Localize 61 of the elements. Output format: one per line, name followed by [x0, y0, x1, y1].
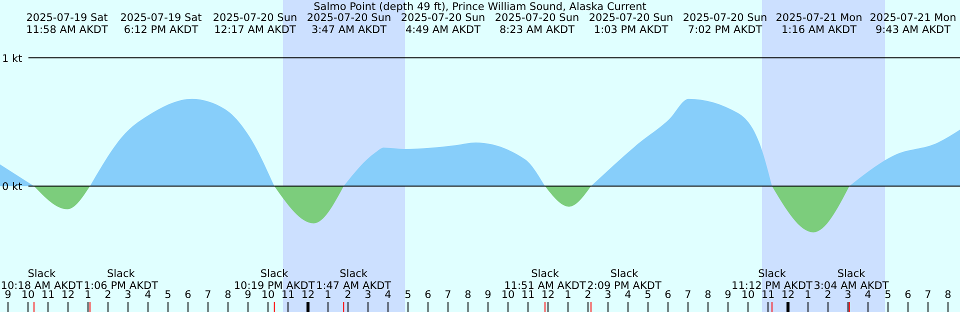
annotation: 2025-07-21 Mon 1:16 AM AKDT: [776, 12, 862, 36]
x-tick-label: 3: [604, 289, 612, 301]
annotation: 2025-07-20 Sun 12:17 AM AKDT: [212, 12, 298, 36]
y-tick-label: 1 kt: [2, 52, 22, 65]
x-tick-label: 5: [644, 289, 652, 301]
x-tick-label: 9: [724, 289, 732, 301]
x-tick-label: 4: [144, 289, 152, 301]
x-tick-label: 12: [541, 289, 555, 301]
annotation: 2025-07-20 Sun 7:02 PM AKDT: [682, 12, 768, 36]
x-tick-label: 4: [624, 289, 632, 301]
x-tick-label: 6: [424, 289, 432, 301]
x-tick-label: 9: [244, 289, 252, 301]
x-tick-label: 8: [704, 289, 712, 301]
x-tick-label: 8: [944, 289, 952, 301]
annotation: 2025-07-19 Sat 6:12 PM AKDT: [120, 12, 202, 36]
x-tick-label: 3: [844, 289, 852, 301]
annotation: 2025-07-20 Sun 1:03 PM AKDT: [588, 12, 674, 36]
x-tick-label: 12: [781, 289, 795, 301]
x-tick-label: 2: [104, 289, 112, 301]
x-tick-label: 6: [184, 289, 192, 301]
x-tick-label: 4: [864, 289, 872, 301]
x-tick-label: 11: [281, 289, 295, 301]
chart-title: Salmo Point (depth 49 ft), Prince William Sound, Alaska Current: [314, 1, 646, 13]
x-tick-label: 12: [301, 289, 315, 301]
x-tick-label: 7: [924, 289, 932, 301]
x-tick-label: 5: [404, 289, 412, 301]
x-tick-label: 10: [501, 289, 515, 301]
x-tick-label: 10: [261, 289, 275, 301]
x-tick-label: 8: [464, 289, 472, 301]
x-tick-label: 11: [521, 289, 535, 301]
x-tick-label: 3: [124, 289, 132, 301]
annotation: 2025-07-20 Sun 3:47 AM AKDT: [306, 12, 392, 36]
annotation: 2025-07-20 Sun 4:49 AM AKDT: [400, 12, 486, 36]
x-tick-label: 8: [224, 289, 232, 301]
x-tick-label: 7: [684, 289, 692, 301]
x-tick-label: 4: [384, 289, 392, 301]
x-tick-label: 9: [4, 289, 12, 301]
x-tick-label: 2: [584, 289, 592, 301]
x-tick-label: 5: [884, 289, 892, 301]
y-tick-label: 0 kt: [2, 181, 22, 194]
x-tick-label: 7: [444, 289, 452, 301]
x-tick-label: 1: [84, 289, 92, 301]
x-tick-label: 2: [824, 289, 832, 301]
x-tick-label: 11: [761, 289, 775, 301]
x-tick-label: 7: [204, 289, 212, 301]
x-tick-label: 11: [41, 289, 55, 301]
x-tick-label: 6: [904, 289, 912, 301]
x-tick-label: 10: [21, 289, 35, 301]
annotation: 2025-07-20 Sun 8:23 AM AKDT: [494, 12, 580, 36]
x-tick-label: 5: [164, 289, 172, 301]
x-tick-label: 12: [61, 289, 75, 301]
annotation: 2025-07-19 Sat 11:58 AM AKDT: [26, 12, 108, 36]
x-tick-label: 9: [484, 289, 492, 301]
annotation: 2025-07-21 Mon 9:43 AM AKDT: [870, 12, 956, 36]
x-tick-label: 1: [804, 289, 812, 301]
x-tick-label: 10: [741, 289, 755, 301]
x-tick-label: 1: [564, 289, 572, 301]
x-tick-label: 1: [324, 289, 332, 301]
x-tick-label: 3: [364, 289, 372, 301]
x-tick-label: 2: [344, 289, 352, 301]
x-tick-label: 6: [664, 289, 672, 301]
